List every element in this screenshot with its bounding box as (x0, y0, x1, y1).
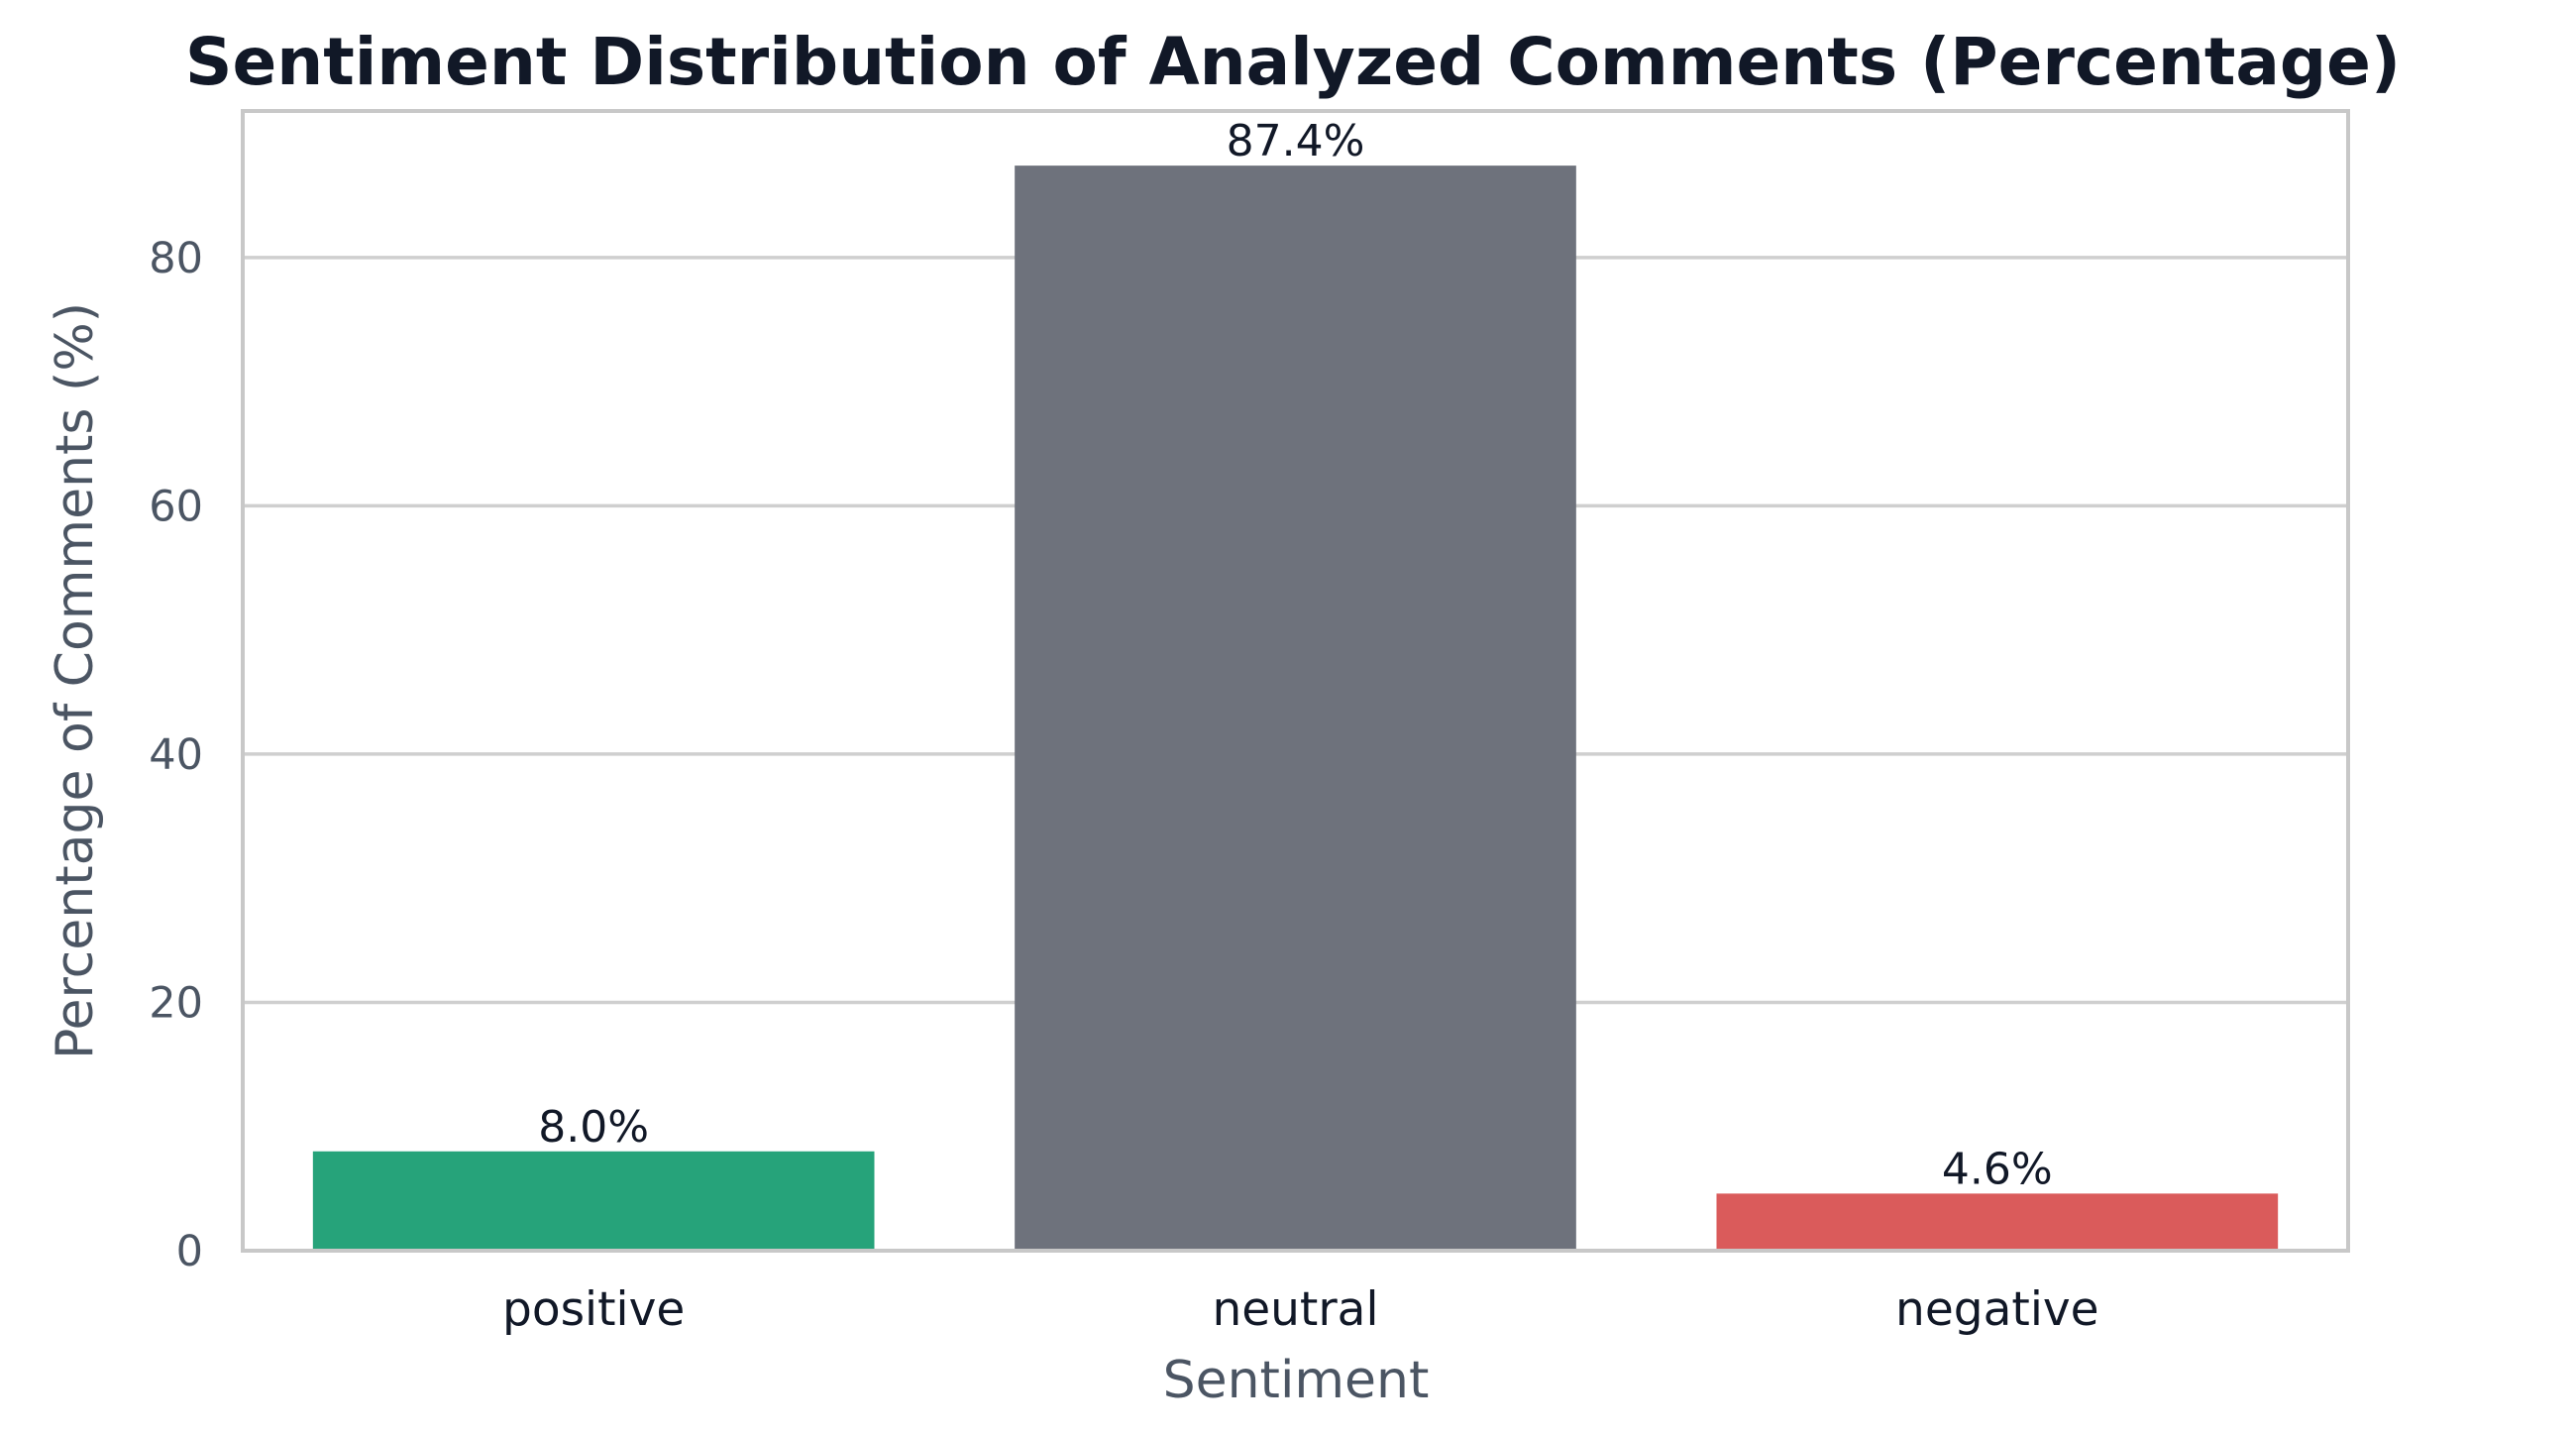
y-tick-label: 0 (176, 1227, 203, 1276)
x-axis-title: Sentiment (1163, 1351, 1430, 1410)
y-tick-label: 60 (149, 482, 203, 531)
y-tick-label: 20 (149, 978, 203, 1028)
x-tick-label: neutral (1212, 1282, 1378, 1337)
bar-neutral (1015, 166, 1576, 1251)
data-label: 8.0% (538, 1102, 649, 1153)
y-axis-ticks: 0 20 40 60 80 (149, 234, 203, 1276)
data-label: 4.6% (1942, 1144, 2053, 1194)
x-tick-label: negative (1895, 1282, 2099, 1337)
x-axis-ticks: positive neutral negative (502, 1282, 2099, 1337)
y-axis-title: Percentage of Comments (%) (46, 302, 105, 1059)
bars (312, 166, 2279, 1251)
x-tick-label: positive (502, 1282, 685, 1337)
chart-title: Sentiment Distribution of Analyzed Comme… (185, 24, 2401, 100)
plot-frame (241, 109, 2350, 1253)
bar-negative (1716, 1193, 2279, 1251)
data-label: 87.4% (1227, 116, 1365, 166)
bar-positive (312, 1151, 875, 1251)
y-tick-label: 80 (149, 234, 203, 283)
data-labels: 8.0% 87.4% 4.6% (538, 116, 2052, 1194)
y-tick-label: 40 (149, 730, 203, 780)
